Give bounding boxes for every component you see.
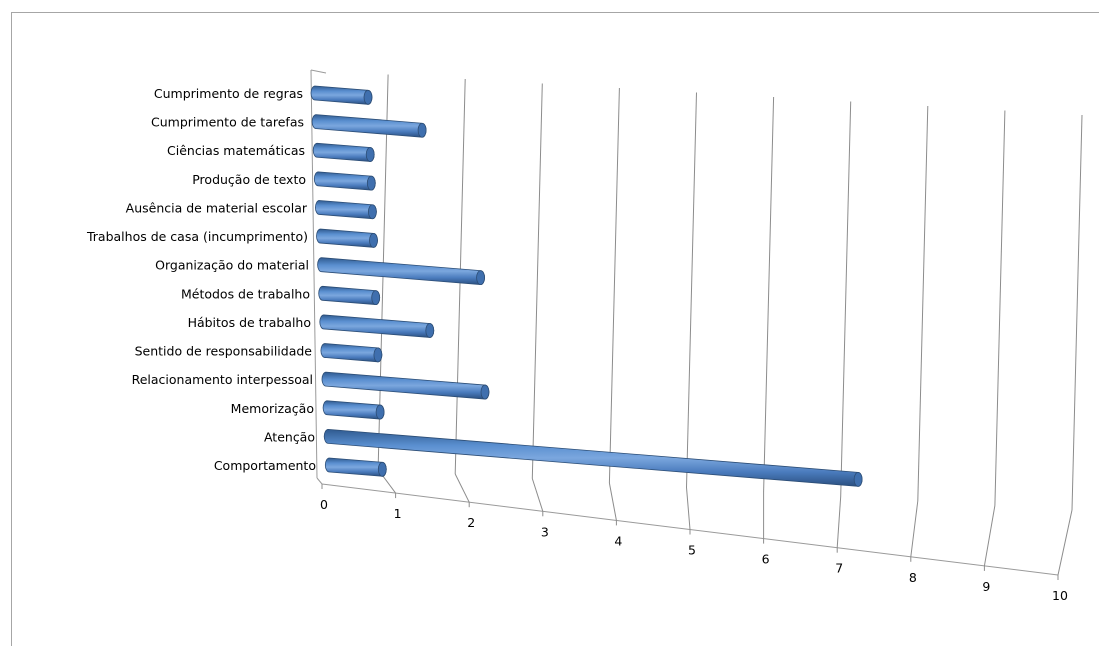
x-tick-label: 5 [688,543,696,558]
bar-cap [365,147,375,162]
bar [312,142,375,162]
bar [319,314,435,338]
grid-layer [377,74,1083,576]
y-axis-wall-edge [310,69,318,479]
bar-cap [425,323,435,338]
x-tick-label: 2 [467,515,475,530]
category-label: Cumprimento de regras [154,86,303,101]
bar-cap [367,204,377,220]
gridline [994,110,1006,506]
bar-body [312,142,375,162]
x-tick-label: 3 [541,524,549,539]
bar-cap [369,232,378,248]
bar-cap [366,175,376,191]
x-tick-label: 4 [614,533,622,548]
bar-cap [480,384,490,400]
bar-cap [417,122,427,138]
chart-frame [11,12,1099,646]
bar-body [319,314,435,338]
bar-body [324,457,387,477]
bar-body [311,114,427,138]
x-tick-label: 0 [320,497,328,512]
bar-body [321,371,490,400]
bar [315,200,377,220]
category-label: Comportamento [214,458,316,473]
bar-body [318,285,381,306]
category-label: Relacionamento interpessoal [132,372,313,387]
bar-body [317,257,485,285]
category-label: Cumprimento de tarefas [151,115,304,130]
bar [324,457,387,477]
gridline-floor [531,478,544,512]
bar [318,285,381,306]
bar-body [323,428,863,487]
category-label: Ciências matemáticas [167,143,305,158]
x-tick-label: 8 [909,570,917,585]
bar-body [315,200,377,220]
x-tick-label: 7 [835,561,843,576]
bar-cap [853,471,863,487]
category-label: Trabalhos de casa (incumprimento) [86,229,308,244]
bar-cap [375,404,385,420]
axis-corner-edge [316,477,323,485]
gridline [917,105,929,502]
x-tick-label: 6 [762,552,770,567]
x-tick-label: 1 [394,506,402,521]
bar [322,400,385,420]
bar-layer [310,85,863,487]
bar [321,371,490,400]
bar-cap [476,270,485,285]
bar-body [320,343,383,363]
category-label: Produção de texto [192,172,306,187]
bar-body [322,400,385,420]
bar [320,343,383,363]
bar [313,171,376,191]
category-label: Memorização [231,401,314,416]
gridline [1071,114,1083,511]
category-label: Atenção [264,429,315,444]
y-axis-top-edge [310,69,327,74]
gridline-floor [1057,509,1073,576]
bar-body [310,85,373,105]
gridline-floor [686,487,691,530]
bar-cap [377,461,387,477]
gridline [531,83,543,479]
category-label: Ausência de material escolar [126,200,308,215]
gridline-floor [454,473,470,503]
gridline-floor [910,500,919,557]
category-label: Métodos de trabalho [181,286,310,301]
gridline [763,96,775,493]
gridline [686,92,697,488]
category-label: Organização do material [155,258,309,273]
x-tick-label: 10 [1052,588,1068,603]
bar [323,428,863,487]
bar-cap [371,290,381,306]
category-label: Sentido de responsabilidade [135,344,313,359]
gridline-floor [983,505,996,566]
bar [310,85,373,105]
gridline [608,87,620,484]
bar [311,114,427,138]
category-label: Hábitos de trabalho [188,315,311,330]
bar-body [316,228,378,248]
gridline [840,101,852,497]
bar [316,228,378,248]
bar-cap [373,347,383,363]
bar-body [313,171,376,191]
gridline-floor [836,496,842,548]
gridline-floor [608,482,617,521]
x-tick-label: 9 [982,579,990,594]
label-layer: 0 1 2 3 4 5 6 7 8 9 10 Cumprimento de regras Cumprim… [86,86,1068,603]
bar-cap [363,89,373,105]
bar [317,257,485,285]
